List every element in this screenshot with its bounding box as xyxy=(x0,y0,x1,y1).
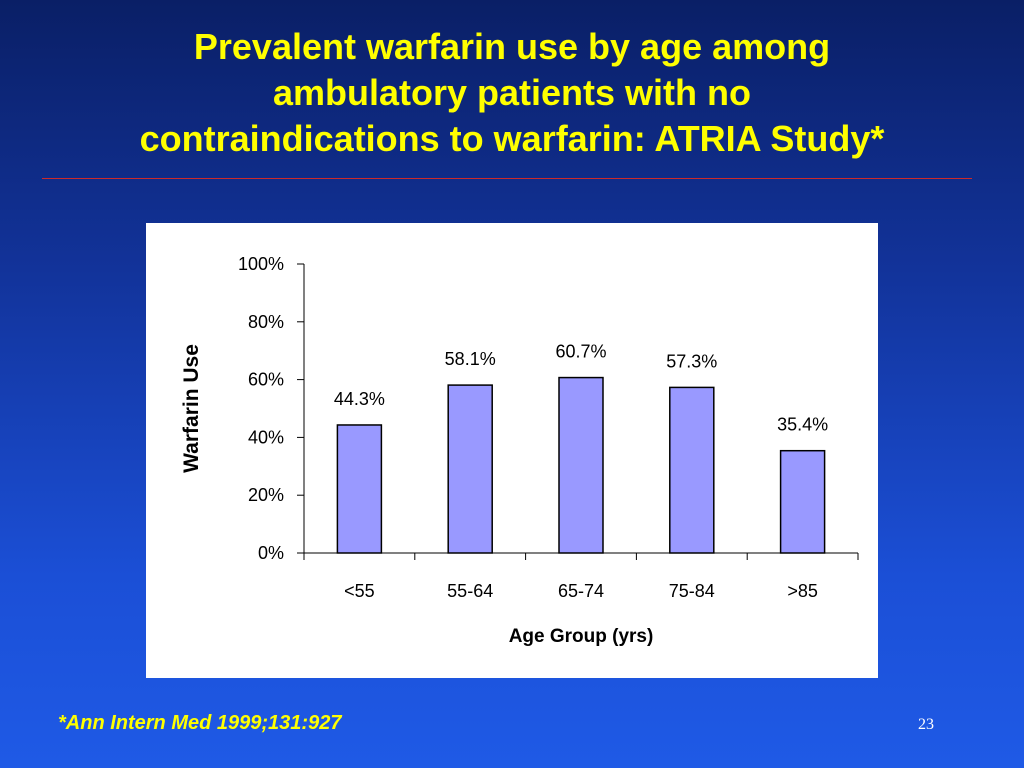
y-tick-label: 0% xyxy=(258,543,284,563)
chart-panel: 0% 20% 40% 60% 80% 100% 44.3% <55 58.1% 55-64 60.7… xyxy=(146,223,878,678)
x-tick-label: 55-64 xyxy=(447,581,493,601)
bar xyxy=(558,376,604,554)
bar xyxy=(779,449,826,554)
x-tick-label: <55 xyxy=(344,581,375,601)
bar-data-label: 35.4% xyxy=(777,415,828,435)
bar-data-label: 60.7% xyxy=(555,342,606,362)
title-divider xyxy=(42,178,972,179)
slide-title-line-1: Prevalent warfarin use by age among xyxy=(193,26,831,67)
x-tick-label: 75-84 xyxy=(669,581,715,601)
bar xyxy=(447,384,493,554)
slide-title-line-2: ambulatory patients with no xyxy=(272,72,752,113)
chart-bars xyxy=(336,376,826,554)
y-tick-label: 80% xyxy=(248,312,284,332)
y-tick-label: 60% xyxy=(248,370,284,390)
bar-data-label: 44.3% xyxy=(334,389,385,409)
citation-footnote: *Ann Intern Med 1999;131:927 xyxy=(58,712,342,734)
y-tick-label: 100% xyxy=(238,254,284,274)
slide-title: Prevalent warfarin use by age among ambu… xyxy=(40,24,984,162)
chart-axes xyxy=(297,263,859,560)
bar-chart: 0% 20% 40% 60% 80% 100% 44.3% <55 58.1% 55-64 60.7… xyxy=(180,254,859,647)
x-tick-label: 65-74 xyxy=(558,581,604,601)
x-tick-label: >85 xyxy=(787,581,818,601)
bar-data-label: 58.1% xyxy=(445,349,496,369)
y-tick-label: 20% xyxy=(248,485,284,505)
y-axis-title: Warfarin Use xyxy=(180,344,203,473)
bar-data-label: 57.3% xyxy=(666,351,717,371)
slide-title-line-3: contraindications to warfarin: ATRIA Stu… xyxy=(139,118,885,159)
page-number: 23 xyxy=(918,716,934,733)
bar xyxy=(669,386,715,554)
x-axis-title: Age Group (yrs) xyxy=(509,626,654,647)
bar xyxy=(336,424,383,554)
y-tick-label: 40% xyxy=(248,427,284,447)
chart-labels: 0% 20% 40% 60% 80% 100% 44.3% <55 58.1% 55-64 60.7… xyxy=(180,254,828,647)
